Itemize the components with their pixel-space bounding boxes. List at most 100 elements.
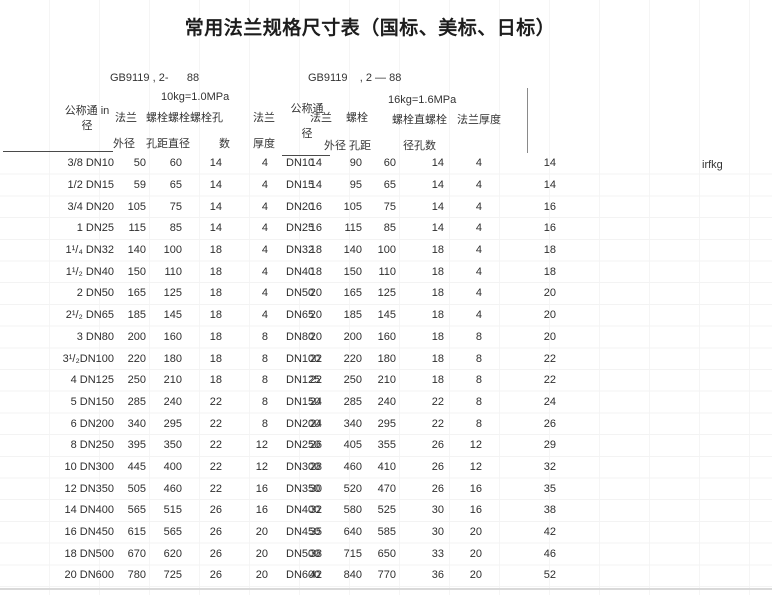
table-cell: 18 DN500 — [64, 547, 114, 560]
table-cell: 2¹/₂ DN65 — [65, 309, 114, 322]
table-cell: 185 — [343, 309, 362, 322]
table-cell: 250 — [343, 374, 362, 387]
table-cell: 12 — [469, 460, 482, 473]
table-cell: 670 — [127, 547, 146, 560]
table-cell: 20 — [469, 526, 482, 539]
table-cell: 60 — [383, 157, 396, 170]
table-cell: DN250 — [286, 439, 321, 452]
table-cell: 165 — [127, 287, 146, 300]
table-cell: 18 — [209, 352, 222, 365]
table-cell: 4 — [261, 244, 268, 257]
table-cell: 8 — [261, 330, 268, 343]
table-cell: 26 — [209, 526, 222, 539]
table-cell: DN500 — [286, 547, 321, 560]
table-cell: 12 — [469, 439, 482, 452]
table-cell: 8 — [475, 330, 482, 343]
table-cell: 18 — [209, 330, 222, 343]
table-cell: 725 — [163, 569, 182, 582]
table-row: DN500 715 650 33 20 46 — [283, 543, 572, 565]
right-pressure-label: 16kg=1.6MPa — [388, 94, 457, 106]
table-row: DN40 150 110 18 4 18 — [283, 261, 572, 283]
table-cell: 165 — [343, 287, 362, 300]
table-cell: 125 — [377, 287, 396, 300]
table-cell: 29 — [543, 439, 556, 452]
table-row: DN65 185 145 18 4 20 — [283, 305, 572, 327]
table-cell: 295 — [377, 417, 396, 430]
table-cell: 355 — [377, 439, 396, 452]
table-cell: 3/8 DN10 — [67, 157, 114, 170]
left-header-flange-line1: 法兰 — [115, 112, 137, 124]
table-row: DN250 405 355 26 12 29 — [283, 435, 572, 457]
left-header-bolt-count: 数 — [219, 138, 230, 150]
table-cell: 4 DN125 — [70, 374, 114, 387]
table-cell: DN20 — [286, 200, 315, 213]
right-header-bolt-line1: 螺栓 — [346, 112, 368, 124]
table-cell: 65 — [169, 179, 182, 192]
table-row: DN100 220 180 18 8 22 — [283, 348, 572, 370]
table-cell: 2 DN50 — [76, 287, 114, 300]
table-cell: 75 — [383, 200, 396, 213]
table-cell: 26 — [209, 569, 222, 582]
table-cell: 200 — [127, 330, 146, 343]
table-cell: DN300 — [286, 460, 321, 473]
table-cell: 620 — [163, 547, 182, 560]
table-cell: 185 — [127, 309, 146, 322]
table-cell: 3/4 DN20 — [67, 200, 114, 213]
table-cell: 26 — [431, 460, 444, 473]
table-cell: 10 DN300 — [64, 460, 114, 473]
left-pressure-label: 10kg=1.0MPa — [161, 91, 230, 103]
table-cell: 8 — [261, 374, 268, 387]
table-cell: 580 — [343, 504, 362, 517]
table-row: DN25 115 85 14 4 16 — [283, 218, 572, 240]
table-cell: DN65 — [286, 309, 315, 322]
left-header-nominal-diameter-line1: 公称通 in — [64, 105, 110, 117]
table-cell: 125 — [163, 287, 182, 300]
table-cell: 18 — [431, 309, 444, 322]
table-row: DN300 460 410 26 12 32 — [283, 457, 572, 479]
table-cell: 525 — [377, 504, 396, 517]
table-cell: 400 — [163, 460, 182, 473]
table-cell: 240 — [377, 395, 396, 408]
flange-table-16kg: DN10 90 60 14 4 14 DN15 95 65 14 4 14 DN20 105 75 14 4 16… — [283, 153, 572, 587]
table-cell: DN50 — [286, 287, 315, 300]
table-cell: 145 — [377, 309, 396, 322]
right-header-bolt2-line2: 径孔数 — [403, 140, 436, 152]
table-cell: 18 — [431, 330, 444, 343]
table-cell: 8 — [261, 352, 268, 365]
table-cell: 200 — [343, 330, 362, 343]
table-row: DN125 250 210 18 8 22 — [283, 370, 572, 392]
table-row: DN10 90 60 14 4 14 — [283, 153, 572, 175]
table-cell: 240 — [163, 395, 182, 408]
table-cell: 26 — [431, 439, 444, 452]
table-cell: 50 — [133, 157, 146, 170]
table-cell: 22 — [543, 374, 556, 387]
table-cell: 3¹/₂DN100 — [62, 352, 114, 365]
table-cell: 565 — [127, 504, 146, 517]
table-cell: 12 DN350 — [64, 482, 114, 495]
table-cell: 4 — [475, 222, 482, 235]
table-cell: 4 — [261, 265, 268, 278]
left-header-underline — [3, 151, 113, 152]
table-cell: 18 — [209, 265, 222, 278]
table-cell: 16 — [543, 200, 556, 213]
table-cell: 585 — [377, 526, 396, 539]
table-cell: 565 — [163, 526, 182, 539]
table-row: DN600 840 770 36 20 52 — [283, 565, 572, 587]
stray-text: irfkg — [702, 159, 723, 171]
table-cell: DN32 — [286, 244, 315, 257]
table-cell: 715 — [343, 547, 362, 560]
table-cell: 30 — [431, 526, 444, 539]
table-row: DN200 340 295 22 8 26 — [283, 413, 572, 435]
table-cell: 85 — [383, 222, 396, 235]
table-cell: 8 — [475, 352, 482, 365]
table-cell: 22 — [431, 417, 444, 430]
table-cell: 840 — [343, 569, 362, 582]
table-cell: 350 — [163, 439, 182, 452]
table-cell: 30 — [431, 504, 444, 517]
table-cell: 14 — [431, 200, 444, 213]
table-cell: 180 — [163, 352, 182, 365]
left-standard-label: GB9119 , 2- 88 — [110, 72, 200, 84]
table-cell: 8 — [475, 417, 482, 430]
table-cell: 14 DN400 — [64, 504, 114, 517]
